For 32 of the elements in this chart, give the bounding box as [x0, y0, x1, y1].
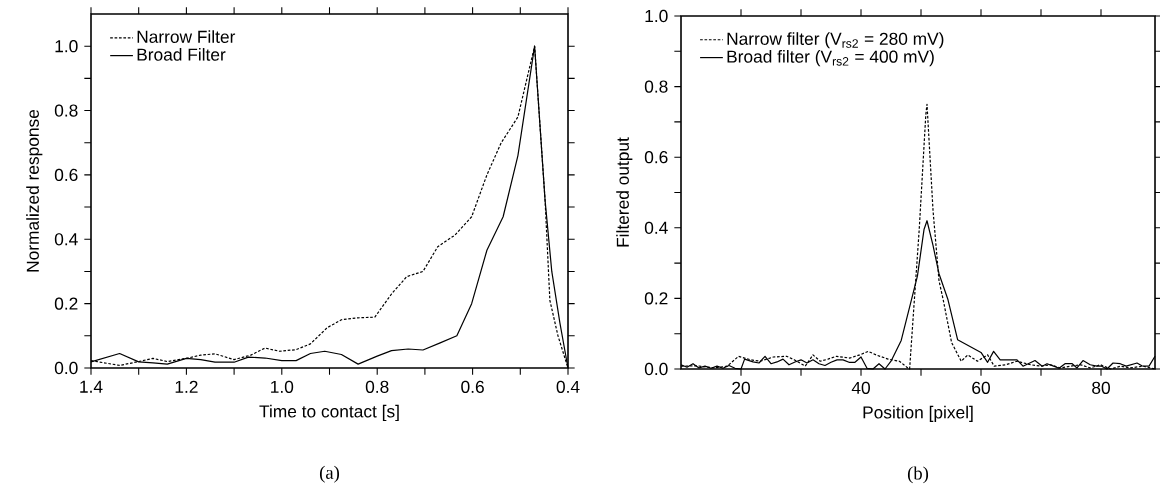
text: (b) [907, 466, 929, 484]
x-axis-title: Position [pixel] [863, 405, 973, 422]
x-tick-label: 1.2 [175, 380, 198, 393]
x-tick-label: 0.6 [461, 380, 484, 393]
legend-label: Broad filter (V$_{rs2}$ = 400 mV) [727, 50, 934, 67]
y-tick-label: 0.4 [644, 221, 668, 234]
y-axis-title: Filtered output [616, 137, 633, 247]
legend-label: Narrow Filter [137, 30, 236, 43]
x-tick-label: 1.0 [271, 380, 294, 393]
y-tick-label: 0.6 [644, 151, 668, 164]
x-tick-label: 20 [732, 381, 750, 394]
y-tick-label: 0.0 [644, 362, 668, 376]
y-tick-label: 0.0 [54, 361, 78, 375]
y-tick-label: 0.8 [54, 104, 78, 117]
x-axis-title: Time to contact [s] [259, 404, 399, 421]
y-tick-label: 1.0 [645, 9, 668, 23]
x-tick-label: 0.8 [365, 380, 389, 393]
x-tick-label: 0.4 [556, 380, 580, 393]
legend-label: Broad Filter [137, 48, 226, 61]
x-tick-label: 40 [851, 381, 870, 394]
y-tick-label: 0.8 [644, 80, 668, 93]
y-tick-label: 1.0 [55, 40, 78, 53]
y-tick-label: 0.6 [54, 168, 78, 182]
x-tick-label: 80 [1092, 381, 1110, 394]
y-tick-label: 0.4 [54, 233, 78, 246]
legend-label: Narrow filter (V$_{rs2}$ = 280 mV) [727, 32, 944, 49]
y-tick-label: 0.2 [54, 297, 78, 310]
x-tick-label: 1.4 [80, 380, 103, 393]
y-tick-label: 0.2 [644, 292, 668, 305]
x-tick-label: 60 [972, 381, 990, 394]
y-axis-title: Normalized response [26, 109, 43, 272]
text: (a) [319, 465, 340, 483]
